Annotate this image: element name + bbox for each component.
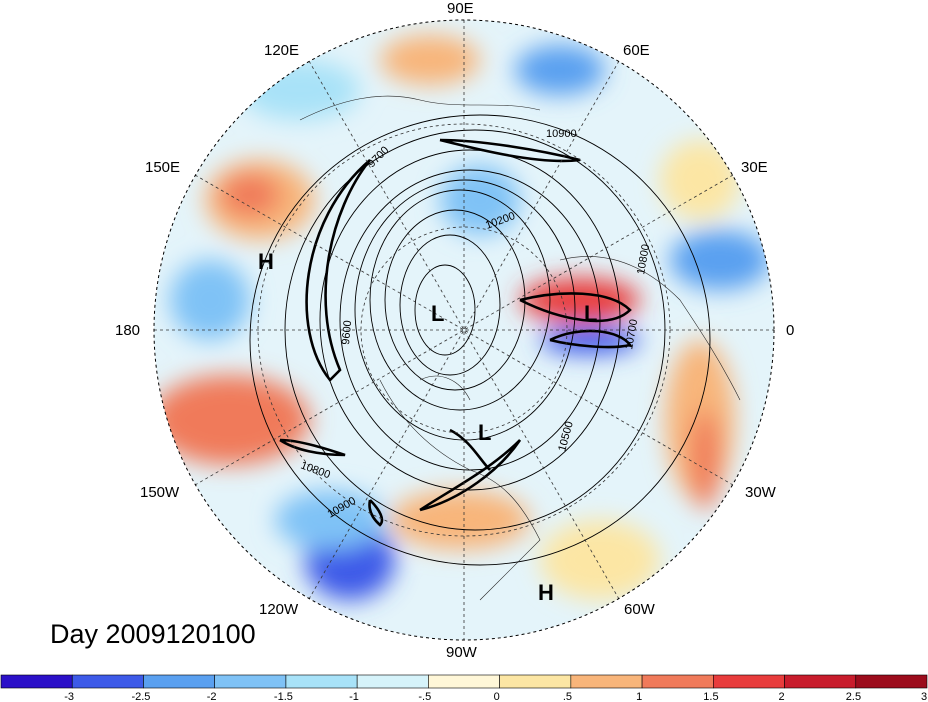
lon-label-90e: 90E xyxy=(447,0,474,17)
colorbar-tick-label: -3 xyxy=(64,691,74,702)
high-pressure-marker: H xyxy=(258,249,274,274)
colorbar-swatch xyxy=(143,674,215,689)
colorbar-swatch xyxy=(214,674,287,689)
contour-label: 10700 xyxy=(623,318,640,350)
colorbar-tick-label: 2.5 xyxy=(846,691,861,702)
lon-label-120e: 120E xyxy=(264,42,299,59)
colorbar-tick-label: .5 xyxy=(563,691,572,702)
lon-label-150e: 150E xyxy=(145,159,180,176)
high-pressure-marker: H xyxy=(538,580,554,605)
colorbar-swatch xyxy=(0,674,73,689)
colorbar-tick-label: -2.5 xyxy=(131,691,150,702)
low-pressure-marker: L xyxy=(478,420,491,445)
colorbar-swatch xyxy=(356,674,429,689)
colorbar: -3 -2.5 -2 -1.5 -1 -.5 0 .5 1 1.5 2 2.5 3 xyxy=(0,674,928,702)
colorbar-tick-label: 1 xyxy=(636,691,642,702)
contour-label: 10800 xyxy=(635,243,652,275)
lon-label-120w: 120W xyxy=(259,601,299,618)
contour-label: 10900 xyxy=(546,128,577,140)
colorbar-swatch xyxy=(713,674,785,689)
low-pressure-marker: L xyxy=(431,301,444,326)
lon-label-30w: 30W xyxy=(745,484,777,501)
colorbar-tick-label: 3 xyxy=(921,691,927,702)
colorbar-swatch xyxy=(428,674,500,689)
coastlines xyxy=(299,95,741,601)
date-title: Day 2009120100 xyxy=(50,619,256,649)
colorbar-tick-label: 2 xyxy=(779,691,785,702)
colorbar-swatch xyxy=(784,674,857,689)
map-boundary xyxy=(153,19,775,641)
lon-label-150w: 150W xyxy=(140,484,180,501)
graticule xyxy=(154,20,774,640)
colorbar-swatch xyxy=(499,674,572,689)
lon-label-0: 0 xyxy=(786,322,794,339)
lon-label-60w: 60W xyxy=(624,601,656,618)
contour-label: 9600 xyxy=(340,320,354,345)
lon-label-30e: 30E xyxy=(741,159,768,176)
low-pressure-marker: L xyxy=(584,301,597,326)
colorbar-swatch xyxy=(855,674,928,689)
lon-label-60e: 60E xyxy=(623,42,650,59)
colorbar-swatch xyxy=(570,674,643,689)
colorbar-tick-label: -.5 xyxy=(418,691,431,702)
colorbar-tick-label: 1.5 xyxy=(703,691,718,702)
lon-label-90w: 90W xyxy=(446,644,478,661)
lon-label-180: 180 xyxy=(115,322,140,339)
colorbar-swatch xyxy=(71,674,144,689)
colorbar-swatch xyxy=(641,674,714,689)
colorbar-tick-label: -1 xyxy=(349,691,359,702)
colorbar-tick-label: -2 xyxy=(207,691,217,702)
colorbar-tick-label: -1.5 xyxy=(274,691,293,702)
colorbar-tick-label: 0 xyxy=(494,691,500,702)
colorbar-swatch xyxy=(285,674,358,689)
